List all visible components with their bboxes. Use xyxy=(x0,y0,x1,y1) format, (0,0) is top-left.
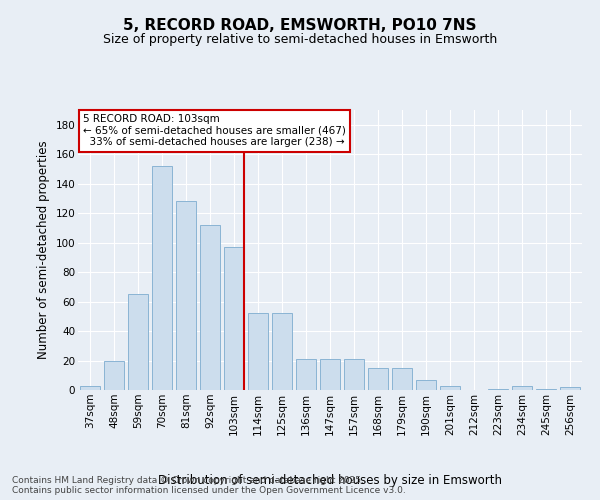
Text: 5 RECORD ROAD: 103sqm
← 65% of semi-detached houses are smaller (467)
  33% of s: 5 RECORD ROAD: 103sqm ← 65% of semi-deta… xyxy=(83,114,346,148)
Text: Size of property relative to semi-detached houses in Emsworth: Size of property relative to semi-detach… xyxy=(103,32,497,46)
Text: 5, RECORD ROAD, EMSWORTH, PO10 7NS: 5, RECORD ROAD, EMSWORTH, PO10 7NS xyxy=(123,18,477,32)
Bar xyxy=(440,386,460,390)
Bar xyxy=(392,368,412,390)
Bar xyxy=(80,386,100,390)
Bar xyxy=(176,202,196,390)
Text: Contains HM Land Registry data © Crown copyright and database right 2025.
Contai: Contains HM Land Registry data © Crown c… xyxy=(12,476,406,495)
Bar xyxy=(104,360,124,390)
Bar xyxy=(248,314,268,390)
Bar xyxy=(200,225,220,390)
Bar xyxy=(344,359,364,390)
Bar xyxy=(560,387,580,390)
Bar xyxy=(368,368,388,390)
Bar xyxy=(272,314,292,390)
Bar xyxy=(416,380,436,390)
Bar xyxy=(296,359,316,390)
Bar xyxy=(152,166,172,390)
Y-axis label: Number of semi-detached properties: Number of semi-detached properties xyxy=(37,140,50,360)
Bar xyxy=(512,386,532,390)
Bar xyxy=(320,359,340,390)
Bar xyxy=(488,388,508,390)
Bar xyxy=(536,388,556,390)
Bar xyxy=(224,247,244,390)
X-axis label: Distribution of semi-detached houses by size in Emsworth: Distribution of semi-detached houses by … xyxy=(158,474,502,487)
Bar xyxy=(128,294,148,390)
